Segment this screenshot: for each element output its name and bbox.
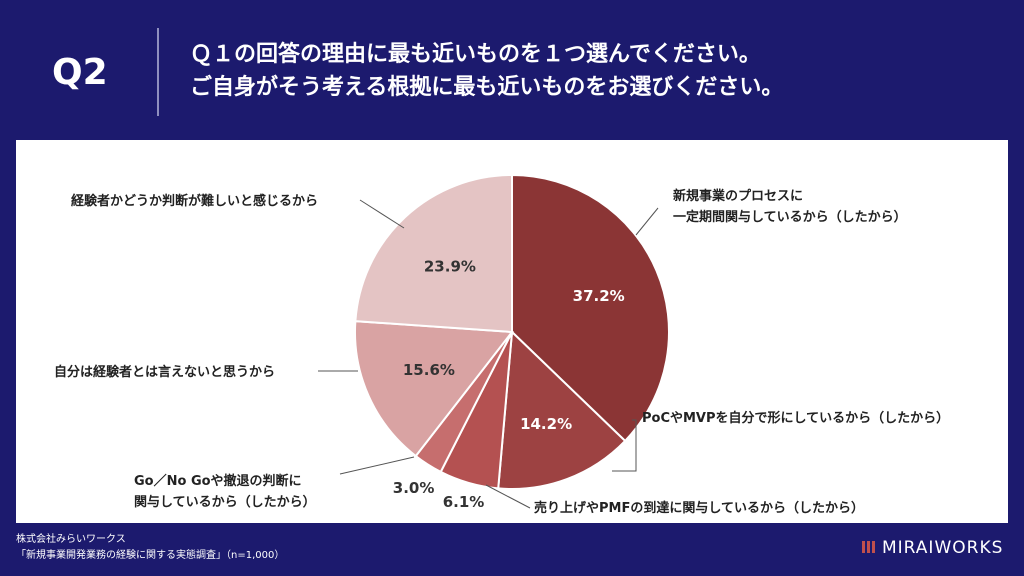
question-text: Ｑ１の回答の理由に最も近いものを１つ選んでください。 ご自身がそう考える根拠に最… (190, 38, 783, 104)
logo-mark-icon (862, 541, 875, 553)
leader-line-2 (612, 419, 637, 472)
question-line-2: ご自身がそう考える根拠に最も近いものをお選びください。 (190, 75, 784, 100)
slice-label-2: PoCやMVPを自分で形にしているから（したから） (642, 410, 949, 426)
divider (157, 28, 159, 116)
slice-label-6: 経験者かどうか判断が難しいと感じるから (71, 193, 318, 209)
slice-value-6: 23.9% (424, 257, 476, 275)
pie-slice-5 (353, 320, 514, 458)
leader-line-1 (635, 207, 659, 236)
logo-text: MIRAIWORKS (882, 538, 1004, 558)
leader-line-3 (485, 484, 531, 509)
slice-value-4: 3.0% (393, 479, 435, 497)
pie-slice-2 (497, 329, 627, 490)
slice-label-4: Go／No Goや撤退の判断に関与しているから（したから） (134, 473, 316, 510)
question-line-1: Ｑ１の回答の理由に最も近いものを１つ選んでください。 (190, 42, 761, 67)
footer-company: 株式会社みらいワークス (16, 534, 126, 545)
slice-label-line: Go／No Goや撤退の判断に (134, 473, 302, 489)
leader-line-4 (339, 456, 415, 475)
company-logo: MIRAIWORKS (862, 538, 1003, 558)
question-number: Q2 (52, 52, 108, 93)
pie-chart: 37.2% 新規事業のプロセスに一定期間関与しているから（したから） 14.2% Po… (54, 173, 949, 516)
slice-value-3: 6.1% (443, 493, 485, 511)
slice-value-1: 37.2% (573, 287, 625, 305)
slice-label-line: 経験者かどうか判断が難しいと感じるから (71, 193, 318, 209)
slice-label-line: 新規事業のプロセスに (673, 188, 803, 204)
leader-line-6 (359, 199, 405, 229)
slice-label-5: 自分は経験者とは言えないと思うから (54, 364, 275, 380)
footer: 株式会社みらいワークス 「新規事業開発業務の経験に関する実態調査」（n=1,00… (16, 532, 284, 564)
slice-label-line: 売り上げやPMFの到達に関与しているから（したから） (534, 500, 864, 516)
slice-label-3: 売り上げやPMFの到達に関与しているから（したから） (534, 500, 864, 516)
slice-value-5: 15.6% (403, 361, 455, 379)
slice-label-line: PoCやMVPを自分で形にしているから（したから） (642, 410, 949, 426)
footer-survey: 「新規事業開発業務の経験に関する実態調査」（n=1,000） (16, 550, 285, 561)
slice-label-line: 関与しているから（したから） (134, 494, 316, 510)
pie-slice-1 (511, 173, 670, 443)
slice-value-2: 14.2% (520, 415, 572, 433)
slice-label-line: 一定期間関与しているから（したから） (673, 209, 907, 225)
slice-label-1: 新規事業のプロセスに一定期間関与しているから（したから） (673, 188, 907, 225)
chart-panel: 37.2% 新規事業のプロセスに一定期間関与しているから（したから） 14.2% Po… (16, 140, 1008, 523)
slice-label-line: 自分は経験者とは言えないと思うから (54, 364, 275, 380)
pie-slice-6 (354, 173, 513, 334)
